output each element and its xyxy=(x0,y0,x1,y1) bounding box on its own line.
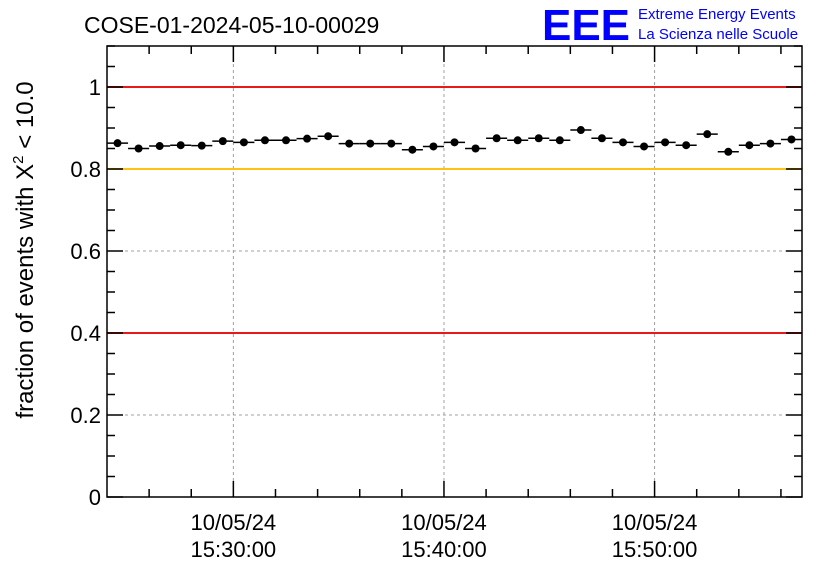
x-tick-label-date: 10/05/24 xyxy=(612,510,698,535)
x-tick-labels: 10/05/2415:30:0010/05/2415:40:0010/05/24… xyxy=(191,510,698,562)
data-point xyxy=(408,145,417,154)
y-axis-label-exponent: 2 xyxy=(10,155,27,163)
y-tick-labels: 0 0.2 0.4 0.6 0.8 1 xyxy=(70,75,101,510)
data-point xyxy=(239,138,248,147)
data-point xyxy=(766,139,775,148)
data-point xyxy=(429,142,438,151)
y-axis-label-chi: X xyxy=(12,164,39,180)
data-point xyxy=(492,134,501,143)
data-point xyxy=(345,139,354,148)
data-point xyxy=(197,141,206,150)
y-tick-label: 0.8 xyxy=(70,157,101,182)
y-axis-label-prefix: fraction of events with xyxy=(12,180,39,419)
data-point xyxy=(534,134,543,143)
x-tick-label-time: 15:40:00 xyxy=(401,537,487,562)
y-tick-label: 0 xyxy=(89,485,101,510)
data-point xyxy=(555,136,564,145)
data-point xyxy=(260,136,269,145)
data-point xyxy=(745,141,754,150)
data-point xyxy=(303,134,312,143)
data-point xyxy=(618,138,627,147)
y-tick-label: 1 xyxy=(89,75,101,100)
data-point xyxy=(155,142,164,151)
data-point xyxy=(134,144,143,153)
data-point xyxy=(703,130,712,139)
logo-line-2: La Scienza nelle Scuole xyxy=(638,26,798,43)
x-tick-label-date: 10/05/24 xyxy=(191,510,277,535)
data-point xyxy=(640,142,649,151)
y-axis-label: fraction of events with X2 < 10.0 xyxy=(10,81,39,418)
y-tick-label: 0.4 xyxy=(70,321,101,346)
data-point xyxy=(724,147,733,156)
data-point xyxy=(661,138,670,147)
data-point xyxy=(218,137,227,146)
logo-eee: EEE xyxy=(542,1,630,50)
data-point xyxy=(576,126,585,135)
data-point xyxy=(513,136,522,145)
y-tick-label: 0.6 xyxy=(70,239,101,264)
data-series xyxy=(107,126,802,156)
logo-line-1: Extreme Energy Events xyxy=(638,6,796,23)
chart-title: COSE-01-2024-05-10-00029 xyxy=(84,12,379,38)
data-point xyxy=(113,139,122,148)
x-tick-label-time: 15:30:00 xyxy=(191,537,277,562)
data-point xyxy=(450,138,459,147)
data-point xyxy=(324,132,333,141)
data-point xyxy=(787,135,796,144)
data-point xyxy=(597,134,606,143)
y-tick-label: 0.2 xyxy=(70,403,101,428)
data-point xyxy=(282,136,291,145)
data-point xyxy=(387,139,396,148)
axis-ticks xyxy=(107,45,802,498)
data-point xyxy=(471,144,480,153)
x-tick-label-time: 15:50:00 xyxy=(612,537,698,562)
data-point xyxy=(176,141,185,150)
reference-lines xyxy=(107,86,802,334)
y-axis-label-suffix: < 10.0 xyxy=(12,81,39,155)
x-tick-label-date: 10/05/24 xyxy=(401,510,487,535)
data-point xyxy=(366,139,375,148)
eee-logo: EEE Extreme Energy Events La Scienza nel… xyxy=(542,1,798,50)
data-point xyxy=(682,141,691,150)
